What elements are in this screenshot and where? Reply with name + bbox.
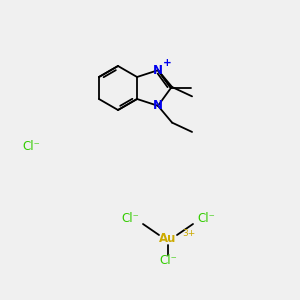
Text: Au: Au [159, 232, 177, 244]
Text: Cl⁻: Cl⁻ [197, 212, 215, 224]
Text: Cl⁻: Cl⁻ [121, 212, 139, 224]
Text: Cl⁻: Cl⁻ [22, 140, 40, 154]
Text: N: N [153, 99, 163, 112]
Text: 3+: 3+ [182, 229, 195, 238]
Text: N: N [153, 64, 163, 77]
Text: +: + [163, 58, 171, 68]
Text: Cl⁻: Cl⁻ [159, 254, 177, 266]
